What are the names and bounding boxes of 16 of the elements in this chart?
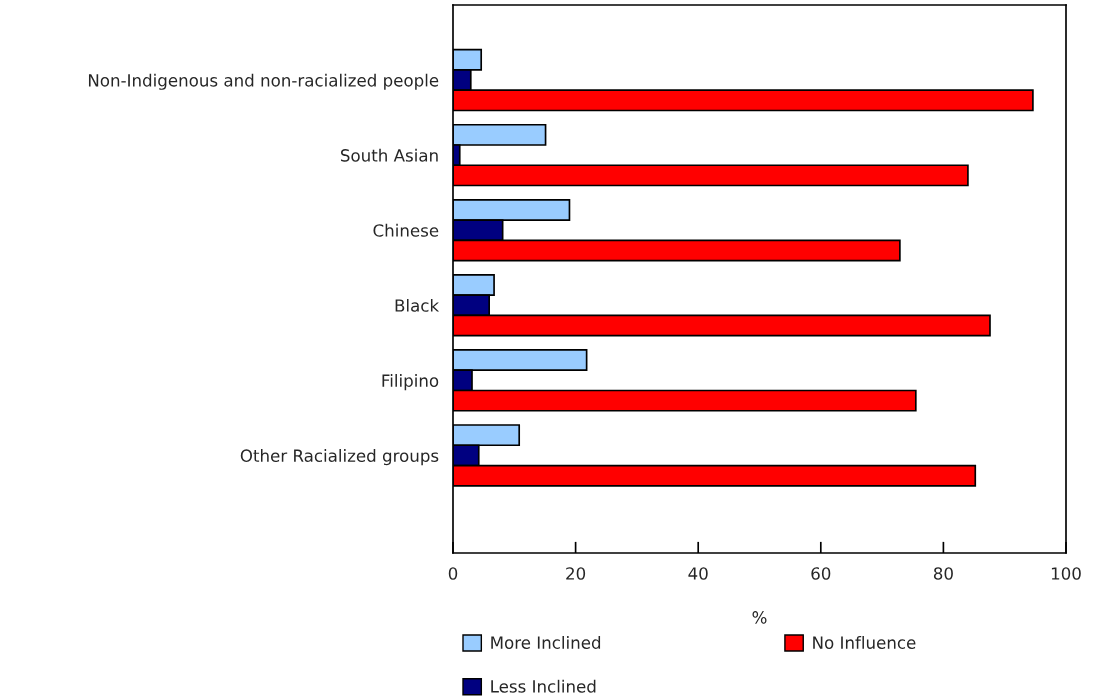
y-tick-label: Black xyxy=(395,298,440,312)
legend-label: No Influence xyxy=(813,636,916,649)
x-tick-label: 60 xyxy=(811,567,831,580)
y-tick-label: Other Racialized groups xyxy=(240,449,439,466)
x-tick-label: 80 xyxy=(933,567,953,580)
y-tick-label: Filipino xyxy=(382,374,439,391)
legend-label: More Inclined xyxy=(491,636,601,649)
x-tick-label: 0 xyxy=(448,567,458,580)
x-tick-label: 20 xyxy=(566,567,586,580)
x-tick-label: 40 xyxy=(688,567,708,580)
x-axis-title: % xyxy=(752,611,767,624)
y-tick-label: Non-Indigenous and non-racialized people xyxy=(88,73,439,90)
y-tick-label: Chinese xyxy=(373,223,439,237)
x-tick-label: 100 xyxy=(1051,567,1081,580)
y-tick-label: South Asian xyxy=(340,148,438,162)
legend-label: Less Inclined xyxy=(491,679,596,693)
